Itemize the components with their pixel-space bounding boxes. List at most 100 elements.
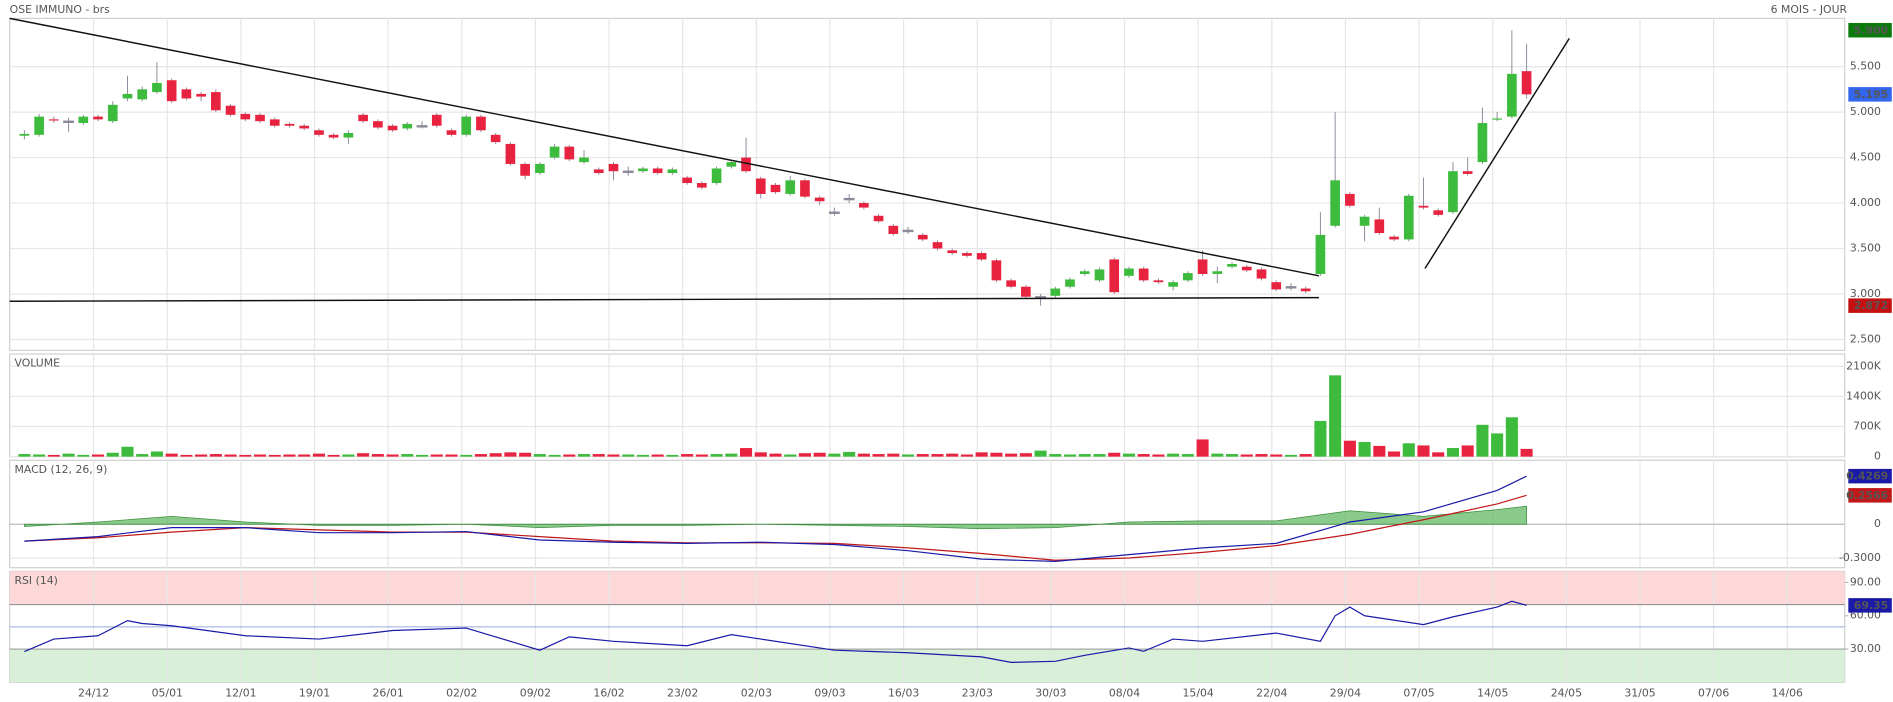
candle-body <box>343 133 354 138</box>
x-tick-label: 26/01 <box>373 686 404 699</box>
y-tick-label: 700K <box>1853 420 1882 433</box>
volume-bar <box>18 454 31 457</box>
volume-bar <box>592 454 605 457</box>
y-tick-label: 4.500 <box>1850 151 1881 164</box>
candle-body <box>240 113 251 120</box>
value-marker <box>1848 598 1892 613</box>
volume-bar <box>1108 452 1121 457</box>
candle-body <box>828 211 840 214</box>
volume-bar <box>268 454 281 457</box>
candle-body <box>1138 268 1149 281</box>
candle-body <box>1079 271 1090 274</box>
x-tick-label: 02/02 <box>446 686 477 699</box>
candle-body <box>1300 288 1311 292</box>
value-marker-label: 5.900 <box>1854 24 1889 37</box>
x-tick-label: 02/03 <box>741 686 772 699</box>
candle-body <box>564 146 575 160</box>
volume-bar <box>813 452 826 457</box>
candle-body <box>697 183 707 188</box>
volume-bar <box>77 454 90 457</box>
candle-body <box>1359 216 1370 226</box>
candle-body <box>299 125 310 129</box>
y-tick-label: 90.00 <box>1850 575 1881 588</box>
volume-bar <box>681 454 694 457</box>
candle-body <box>888 225 899 234</box>
candle-body <box>785 180 796 194</box>
panel-title: RSI (14) <box>14 574 57 587</box>
volume-bar <box>165 453 178 457</box>
volume-bar <box>1299 454 1312 457</box>
candle-body <box>1065 279 1075 287</box>
candle-body <box>402 123 413 129</box>
candle-body <box>593 169 604 174</box>
candle-body <box>1021 286 1031 297</box>
volume-bar <box>636 454 649 457</box>
candle-body <box>358 114 368 122</box>
volume-bar <box>666 454 679 457</box>
candle-body <box>1462 171 1473 174</box>
candle-body <box>284 123 295 126</box>
value-marker <box>1848 22 1892 38</box>
volume-bar <box>106 452 119 457</box>
volume-bar <box>695 454 708 457</box>
volume-bar <box>1432 452 1445 457</box>
trend-line <box>1424 38 1570 269</box>
volume-bar <box>887 453 900 457</box>
x-tick-label: 15/04 <box>1183 686 1214 699</box>
candle-body <box>152 82 162 93</box>
candle-body <box>461 116 472 135</box>
chart-title: OSE IMMUNO - brs <box>10 3 110 16</box>
candle-body <box>49 119 59 121</box>
x-tick-label: 09/02 <box>520 686 551 699</box>
volume-bar <box>1505 417 1518 457</box>
volume-bar <box>1181 454 1194 457</box>
candle-body <box>1168 282 1178 287</box>
volume-bar <box>1211 453 1224 457</box>
volume-bar <box>1034 450 1047 457</box>
candle-body <box>34 116 44 135</box>
y-tick-label: 2100K <box>1846 359 1882 372</box>
volume-bar <box>1388 451 1401 457</box>
candle-body <box>181 89 192 99</box>
candle-body <box>490 134 501 143</box>
candle-body <box>211 92 221 111</box>
candle-body <box>667 169 678 174</box>
volume-bar <box>415 454 429 457</box>
volume-bar <box>1461 445 1474 457</box>
candle-body <box>1227 263 1237 267</box>
y-tick-label: 3.000 <box>1850 287 1881 300</box>
candle-body <box>976 253 987 260</box>
candle-body <box>1315 234 1326 274</box>
volume-bar <box>401 454 414 457</box>
candle-body <box>1433 210 1444 215</box>
candle-body <box>1345 193 1355 206</box>
volume-bar <box>563 454 576 457</box>
value-marker <box>1848 468 1892 484</box>
candle-body <box>947 250 958 254</box>
volume-bar <box>195 454 208 457</box>
candle-body <box>19 133 30 136</box>
volume-bar <box>430 454 443 457</box>
x-tick-label: 23/02 <box>667 686 698 699</box>
volume-bar <box>1255 454 1268 457</box>
zone <box>9 571 1845 605</box>
candle-body <box>1477 122 1488 163</box>
candle-body <box>1507 73 1517 117</box>
volume-bar <box>622 454 635 457</box>
volume-bar <box>445 454 458 457</box>
value-marker-label: 2.872 <box>1854 299 1888 312</box>
candle-body <box>770 184 781 193</box>
y-tick-label: 4.000 <box>1850 196 1881 209</box>
volume-bar <box>1167 453 1180 457</box>
volume-bar <box>1078 454 1091 457</box>
candle-body <box>962 253 972 256</box>
candle-body <box>652 168 663 174</box>
x-tick-label: 05/01 <box>152 686 183 699</box>
candle-body <box>122 93 133 99</box>
candle-body <box>1403 195 1414 240</box>
value-marker-label: 5.195 <box>1854 88 1888 101</box>
candle-body <box>1050 288 1061 296</box>
macd-histogram <box>24 505 1527 530</box>
candle-body <box>1271 282 1282 290</box>
volume-bar <box>460 454 473 457</box>
